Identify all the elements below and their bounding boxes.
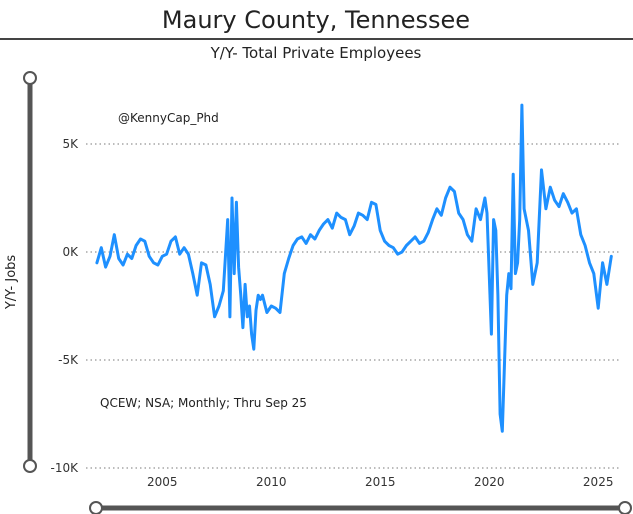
- y-tick-label: -5K: [58, 353, 79, 367]
- y-range-slider-bottom-handle[interactable]: [23, 459, 37, 473]
- y-range-slider-top-handle[interactable]: [23, 71, 37, 85]
- x-tick-label: 2020: [474, 475, 505, 489]
- source-annotation: QCEW; NSA; Monthly; Thru Sep 25: [100, 396, 307, 410]
- x-tick-label: 2025: [583, 475, 614, 489]
- y-tick-label: 5K: [62, 137, 79, 151]
- y-tick-label: 0K: [62, 245, 79, 259]
- x-range-slider-left-handle[interactable]: [89, 501, 103, 514]
- series-line: [95, 103, 613, 433]
- y-axis-label: Y/Y- Jobs: [4, 255, 19, 311]
- gridlines: [86, 143, 620, 469]
- page-title: Maury County, Tennessee: [162, 6, 470, 34]
- x-tick-label: 2010: [256, 475, 287, 489]
- series-layer: [95, 103, 613, 433]
- chart-subtitle: Y/Y- Total Private Employees: [210, 44, 422, 62]
- x-tick-labels: 2005 2010 2015 2020 2025: [147, 475, 613, 489]
- y-tick-labels: 5K 0K -5K -10K: [51, 137, 80, 475]
- author-annotation: @KennyCap_Phd: [118, 111, 219, 125]
- x-tick-label: 2015: [365, 475, 396, 489]
- x-tick-label: 2005: [147, 475, 178, 489]
- y-tick-label: -10K: [51, 461, 80, 475]
- x-range-slider-right-handle[interactable]: [618, 501, 632, 514]
